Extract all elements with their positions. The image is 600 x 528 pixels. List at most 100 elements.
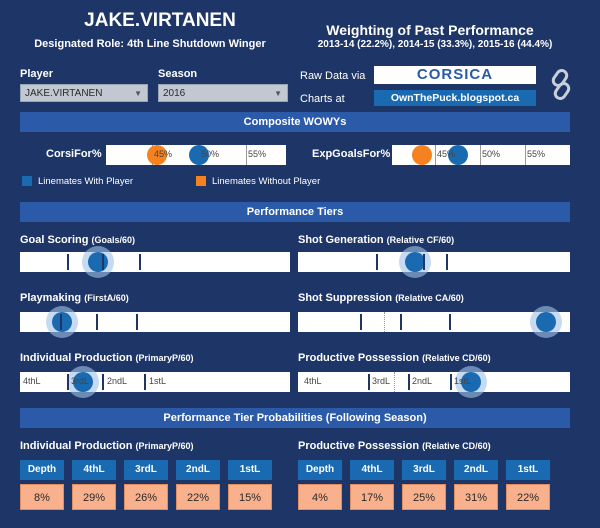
tier-divider [446, 254, 448, 270]
prob-pp-metric: (Relative CD/60) [422, 441, 491, 451]
productive-possession-metric: (Relative CD/60) [422, 353, 491, 363]
tick-line [480, 145, 481, 165]
prob-pp-title: Productive Possession (Relative CD/60) [298, 440, 491, 452]
shot-suppression-track [298, 306, 570, 338]
tier-label-2ndl: 2ndL [107, 376, 128, 386]
prob-pp-value: 22% [506, 484, 550, 510]
prob-ip-header: 4thL [72, 460, 116, 480]
tier-value-dot [460, 372, 481, 392]
tick-label: 55% [248, 149, 267, 159]
prob-pp-value: 31% [454, 484, 498, 510]
tier-label-4thl: 4thL [23, 376, 41, 386]
shot-generation-metric: (Relative CF/60) [386, 235, 455, 245]
prob-pp-header: 3rdL [402, 460, 446, 480]
legend-without-label: Linemates Without Player [212, 176, 321, 187]
player-filter-label: Player [20, 68, 54, 80]
charts-at-label: Charts at [300, 93, 345, 105]
section-composite-wowys: Composite WOWYs [20, 112, 570, 132]
prob-ip-header: 3rdL [124, 460, 168, 480]
productive-possession-track: 4thL 3rdL 2ndL 1stL [298, 366, 570, 398]
tier-value-dot [535, 312, 556, 332]
xg-track: 45% 50% 55% [392, 145, 570, 165]
season-filter-label: Season [158, 68, 198, 80]
prob-ip-value: 22% [176, 484, 220, 510]
tick-line [435, 145, 436, 165]
prob-pp-value: 17% [350, 484, 394, 510]
goal-scoring-track [20, 246, 290, 278]
corsica-link[interactable]: CORSICA [374, 66, 536, 84]
tick-label: 50% [482, 149, 501, 159]
goal-scoring-metric: (Goals/60) [91, 235, 136, 245]
tier-divider [144, 374, 146, 390]
corsi-label: CorsiFor% [46, 148, 102, 160]
prob-ip-value: 8% [20, 484, 64, 510]
shot-suppression-title: Shot Suppression (Relative CA/60) [298, 292, 464, 304]
shot-generation-track [298, 246, 570, 278]
shot-generation-title: Shot Generation (Relative CF/60) [298, 234, 454, 246]
tier-divider [449, 314, 451, 330]
individual-production-metric: (PrimaryP/60) [135, 353, 194, 363]
player-select[interactable]: JAKE.VIRTANEN ▼ [20, 84, 148, 102]
tier-divider [136, 314, 138, 330]
tier-divider [67, 254, 69, 270]
individual-production-title: Individual Production (PrimaryP/60) [20, 352, 194, 364]
productive-possession-title: Productive Possession (Relative CD/60) [298, 352, 491, 364]
tier-divider [408, 374, 410, 390]
tier-value-dot [404, 252, 425, 272]
prob-pp-value: 4% [298, 484, 342, 510]
section-performance-tiers: Performance Tiers [20, 202, 570, 222]
playmaking-title: Playmaking (FirstA/60) [20, 292, 129, 304]
individual-production-label: Individual Production [20, 352, 133, 364]
legend-with-label: Linemates With Player [38, 176, 134, 187]
ownthepuck-link[interactable]: OwnThePuck.blogspot.ca [374, 90, 536, 106]
designated-role: Designated Role: 4th Line Shutdown Winge… [34, 38, 266, 50]
corsi-track: 45% 50% 55% [106, 145, 286, 165]
tier-label-3rdl: 3rdL [71, 376, 90, 386]
tick-label: 45% [154, 149, 173, 159]
weighting-subtitle: 2013-14 (22.2%), 2014-15 (33.3%), 2015-1… [317, 39, 553, 50]
prob-ip-value: 29% [72, 484, 116, 510]
individual-production-track: 4thL 3rdL 2ndL 1stL [20, 366, 290, 398]
tier-divider [400, 314, 402, 330]
link-chain-icon[interactable] [546, 68, 576, 102]
prob-ip-header: 2ndL [176, 460, 220, 480]
playmaking-label: Playmaking [20, 292, 82, 304]
prob-pp-value: 25% [402, 484, 446, 510]
prob-pp-label: Productive Possession [298, 440, 420, 452]
tick-label: 50% [201, 149, 220, 159]
prob-ip-metric: (PrimaryP/60) [135, 441, 194, 451]
chevron-down-icon: ▼ [274, 89, 282, 98]
prob-pp-header: 1stL [506, 460, 550, 480]
tier-divider [139, 254, 141, 270]
tier-divider [96, 314, 98, 330]
prob-ip-value: 15% [228, 484, 272, 510]
tier-divider [376, 254, 378, 270]
xg-label: ExpGoalsFor% [312, 148, 391, 160]
tier-divider [360, 314, 362, 330]
section-tier-probabilities: Performance Tier Probabilities (Followin… [20, 408, 570, 428]
xg-with-player-dot [447, 145, 468, 165]
productive-possession-label: Productive Possession [298, 352, 420, 364]
prob-ip-label: Individual Production [20, 440, 133, 452]
tier-divider [60, 314, 62, 330]
tier-label-2ndl: 2ndL [412, 376, 433, 386]
tier-label-1stl: 1stL [149, 376, 167, 386]
tick-line [246, 145, 247, 165]
corsi-with-player-dot [189, 145, 209, 165]
shot-suppression-label: Shot Suppression [298, 292, 393, 304]
tier-divider [450, 374, 452, 390]
playmaking-track [20, 306, 290, 338]
tier-divider-dotted [384, 312, 385, 332]
tick-label: 55% [527, 149, 546, 159]
season-select-value: 2016 [163, 88, 186, 99]
goal-scoring-title: Goal Scoring (Goals/60) [20, 234, 135, 246]
prob-pp-header: Depth [298, 460, 342, 480]
playmaking-metric: (FirstA/60) [84, 293, 129, 303]
prob-pp-header: 2ndL [454, 460, 498, 480]
tier-divider [423, 254, 425, 270]
tier-label-3rdl: 3rdL [372, 376, 391, 386]
shot-generation-label: Shot Generation [298, 234, 384, 246]
tier-divider [102, 374, 104, 390]
tick-label: 45% [437, 149, 456, 159]
season-select[interactable]: 2016 ▼ [158, 84, 288, 102]
